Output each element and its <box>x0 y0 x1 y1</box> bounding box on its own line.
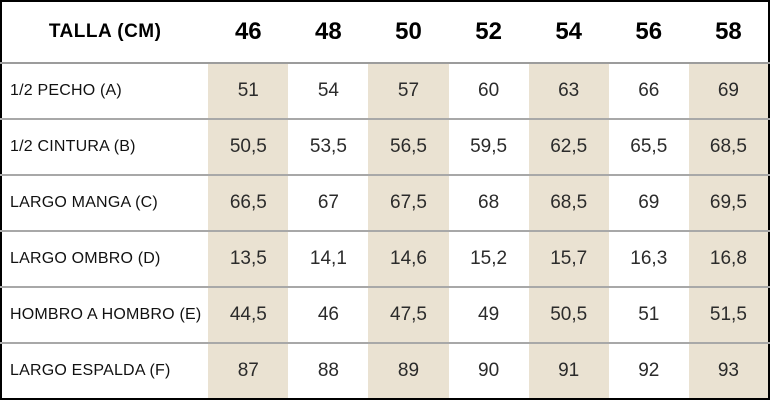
cell-value: 57 <box>368 63 449 120</box>
cell-value: 59,5 <box>448 119 529 176</box>
cell-value: 69 <box>688 63 769 120</box>
table-title: TALLA (CM) <box>1 1 209 64</box>
cell-value: 56,5 <box>368 119 449 176</box>
table-row: HOMBRO A HOMBRO (E) 44,5 46 47,5 49 50,5… <box>1 287 769 344</box>
column-header-52: 52 <box>448 1 529 64</box>
cell-value: 69 <box>608 175 689 232</box>
cell-value: 50,5 <box>528 287 609 344</box>
cell-value: 14,1 <box>288 231 369 288</box>
column-header-58: 58 <box>688 1 769 64</box>
column-header-54: 54 <box>528 1 609 64</box>
cell-value: 69,5 <box>688 175 769 232</box>
table-row: 1/2 CINTURA (B) 50,5 53,5 56,5 59,5 62,5… <box>1 119 769 176</box>
column-header-48: 48 <box>288 1 369 64</box>
cell-value: 54 <box>288 63 369 120</box>
cell-value: 51 <box>208 63 289 120</box>
cell-value: 63 <box>528 63 609 120</box>
row-label-cintura: 1/2 CINTURA (B) <box>1 119 209 176</box>
row-label-espalda: LARGO ESPALDA (F) <box>1 343 209 399</box>
column-header-46: 46 <box>208 1 289 64</box>
cell-value: 14,6 <box>368 231 449 288</box>
cell-value: 65,5 <box>608 119 689 176</box>
cell-value: 44,5 <box>208 287 289 344</box>
table-row: LARGO ESPALDA (F) 87 88 89 90 91 92 93 <box>1 343 769 399</box>
header-row: TALLA (CM) 46 48 50 52 54 56 58 <box>1 1 769 64</box>
cell-value: 16,8 <box>688 231 769 288</box>
cell-value: 89 <box>368 343 449 399</box>
cell-value: 50,5 <box>208 119 289 176</box>
table-row: 1/2 PECHO (A) 51 54 57 60 63 66 69 <box>1 63 769 120</box>
cell-value: 67 <box>288 175 369 232</box>
cell-value: 47,5 <box>368 287 449 344</box>
cell-value: 67,5 <box>368 175 449 232</box>
row-label-hombro-a-hombro: HOMBRO A HOMBRO (E) <box>1 287 209 344</box>
cell-value: 49 <box>448 287 529 344</box>
table-row: LARGO MANGA (C) 66,5 67 67,5 68 68,5 69 … <box>1 175 769 232</box>
cell-value: 16,3 <box>608 231 689 288</box>
cell-value: 88 <box>317 360 339 381</box>
table-row: LARGO OMBRO (D) 13,5 14,1 14,6 15,2 15,7… <box>1 231 769 288</box>
column-header-50: 50 <box>368 1 449 64</box>
cell-value: 87 <box>208 343 289 399</box>
cell-value: 15,7 <box>528 231 609 288</box>
cell-value: 53,5 <box>288 119 369 176</box>
cell-value: 15,2 <box>448 231 529 288</box>
column-header-56: 56 <box>608 1 689 64</box>
cell-value: 92 <box>638 360 660 381</box>
cell-value: 51,5 <box>688 287 769 344</box>
cell-value: 91 <box>528 343 609 399</box>
cell-value: 68,5 <box>688 119 769 176</box>
cell-value: 46 <box>288 287 369 344</box>
cell-value: 62,5 <box>528 119 609 176</box>
row-label-manga: LARGO MANGA (C) <box>1 175 209 232</box>
row-label-ombro: LARGO OMBRO (D) <box>1 231 209 288</box>
cell-value: 90 <box>478 360 500 381</box>
cell-value: 93 <box>688 343 769 399</box>
cell-value: 68,5 <box>528 175 609 232</box>
cell-value: 13,5 <box>208 231 289 288</box>
cell-value: 66,5 <box>208 175 289 232</box>
row-label-pecho: 1/2 PECHO (A) <box>1 63 209 120</box>
cell-value: 51 <box>608 287 689 344</box>
cell-value: 66 <box>608 63 689 120</box>
cell-value: 60 <box>448 63 529 120</box>
cell-value: 68 <box>448 175 529 232</box>
